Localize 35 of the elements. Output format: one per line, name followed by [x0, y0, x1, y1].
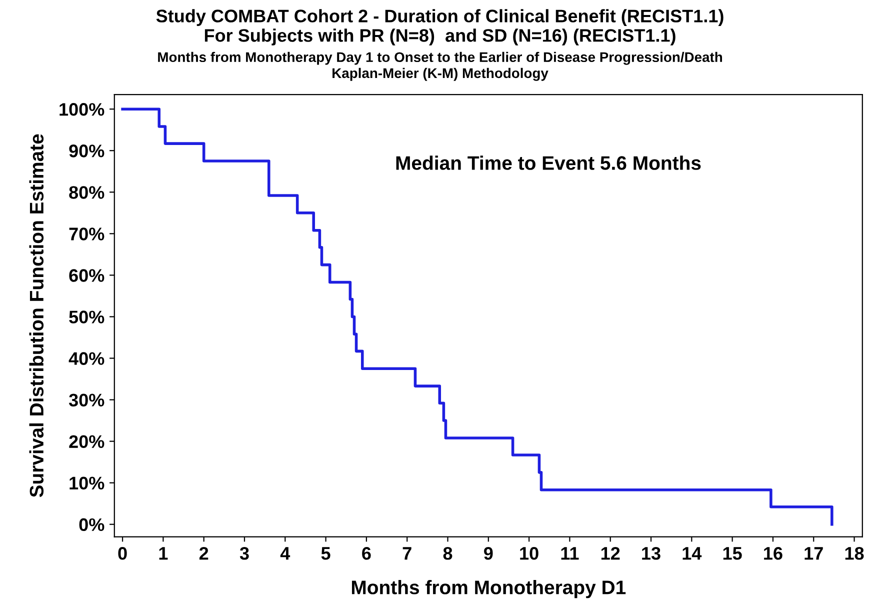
x-axis-title: Months from Monotherapy D1 — [352, 580, 626, 598]
x-tick-label: 10 — [520, 547, 538, 560]
y-tick-label: 70% — [69, 228, 104, 240]
chart-title: Study COMBAT Cohort 2 - Duration of Clinical Benefit (RECIST1.1) For Subjects with PR (N=8) and SD (N=16) (RECIST1.1) — [156, 9, 724, 46]
y-tick-label: 30% — [68, 394, 104, 407]
y-axis-title: Survival Distribution Function Estimate — [29, 134, 44, 498]
x-tick-label: 9 — [484, 547, 493, 560]
y-tick-label: 0% — [79, 518, 104, 532]
x-tick-label: 14 — [682, 547, 702, 560]
x-tick-label: 15 — [723, 547, 742, 560]
y-tick-label: 20% — [69, 435, 104, 448]
x-tick-label: 12 — [601, 547, 620, 560]
y-tick-label: 50% — [69, 310, 104, 324]
x-tick-label: 4 — [280, 547, 290, 560]
x-tick-label: 5 — [321, 547, 330, 560]
x-tick-label: 6 — [362, 547, 371, 560]
x-tick-label: 3 — [240, 547, 249, 560]
annotation: Median Time to Event 5.6 Months — [396, 156, 701, 170]
x-tick-label: 17 — [804, 547, 823, 560]
chart-subtitle: Months from Monotherapy Day 1 to Onset to the Earlier of Disease Progression/Death Kaplan-Meier (K-M) Methodology — [158, 52, 722, 81]
x-tick-label: 18 — [845, 547, 864, 560]
y-tick-label: 90% — [69, 144, 104, 158]
y-tick-label: 100% — [60, 103, 104, 116]
y-tick-label: 40% — [68, 352, 104, 365]
x-tick-label: 1 — [159, 547, 168, 560]
x-tick-label: 16 — [764, 547, 782, 560]
y-tick-label: 10% — [70, 476, 104, 490]
x-tick-label: 11 — [561, 547, 579, 560]
x-tick-label: 2 — [199, 547, 208, 560]
x-tick-label: 13 — [642, 547, 660, 560]
y-tick-label: 80% — [69, 186, 104, 199]
x-tick-label: 0 — [118, 547, 127, 560]
x-tick-label: 7 — [402, 547, 412, 560]
y-tick-label: 60% — [69, 269, 104, 282]
x-tick-label: 8 — [443, 547, 452, 560]
